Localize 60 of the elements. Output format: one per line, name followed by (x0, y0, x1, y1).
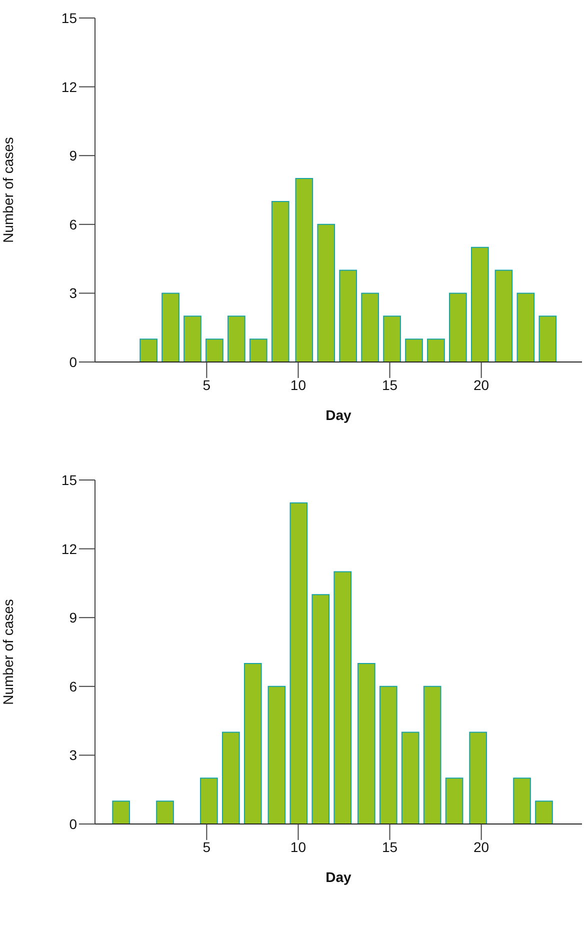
bar (401, 732, 420, 824)
bar (227, 316, 246, 362)
bar (112, 800, 130, 824)
x-axis-title: Day (326, 869, 352, 885)
bar (156, 800, 174, 824)
bar (271, 200, 290, 362)
bar (538, 316, 557, 362)
x-tick-label: 10 (290, 838, 306, 855)
x-tick-label: 20 (474, 838, 490, 855)
bar (361, 292, 379, 362)
y-tick-label: 3 (69, 285, 78, 302)
bar (200, 778, 218, 824)
bar (469, 732, 487, 824)
bar (244, 662, 262, 824)
x-tick-label: 15 (382, 838, 398, 855)
bar (405, 338, 423, 362)
bar (513, 778, 531, 824)
bar (516, 292, 535, 362)
bar (290, 502, 308, 824)
bar (535, 800, 553, 824)
y-tick-label: 9 (69, 148, 78, 164)
bar (427, 338, 445, 362)
bar (140, 338, 158, 362)
x-tick-label: 20 (474, 376, 490, 393)
bar (339, 270, 358, 362)
bar (295, 178, 314, 362)
y-axis-title: Number of cases (0, 137, 16, 243)
bar (268, 686, 286, 824)
bar (312, 594, 330, 824)
y-tick-label: 3 (69, 747, 78, 764)
bar (249, 338, 268, 362)
x-tick-label: 10 (290, 376, 306, 393)
bar (222, 732, 240, 824)
x-tick-label: 5 (202, 376, 211, 393)
x-tick-label: 5 (202, 838, 211, 855)
bar (470, 246, 489, 362)
y-tick-label: 9 (69, 610, 78, 626)
bar (383, 316, 401, 362)
x-axis-title: Day (326, 407, 352, 423)
bar (206, 338, 224, 362)
y-tick-label: 15 (61, 10, 78, 26)
bar (445, 778, 464, 824)
bar (317, 224, 336, 362)
y-tick-label: 12 (61, 78, 78, 95)
y-tick-label: 0 (69, 816, 78, 832)
bar (357, 662, 376, 824)
bar (423, 686, 442, 824)
y-tick-label: 12 (61, 540, 78, 557)
bar (334, 571, 352, 824)
bar (494, 270, 513, 362)
x-tick-label: 15 (382, 376, 398, 393)
y-tick-label: 6 (69, 678, 78, 694)
bar (379, 686, 398, 824)
bar (449, 292, 467, 362)
bar (162, 292, 180, 362)
bar (184, 316, 202, 362)
y-tick-label: 6 (69, 216, 78, 232)
y-tick-label: 15 (61, 472, 78, 488)
y-tick-label: 0 (69, 354, 78, 370)
y-axis-title: Number of cases (0, 599, 16, 705)
